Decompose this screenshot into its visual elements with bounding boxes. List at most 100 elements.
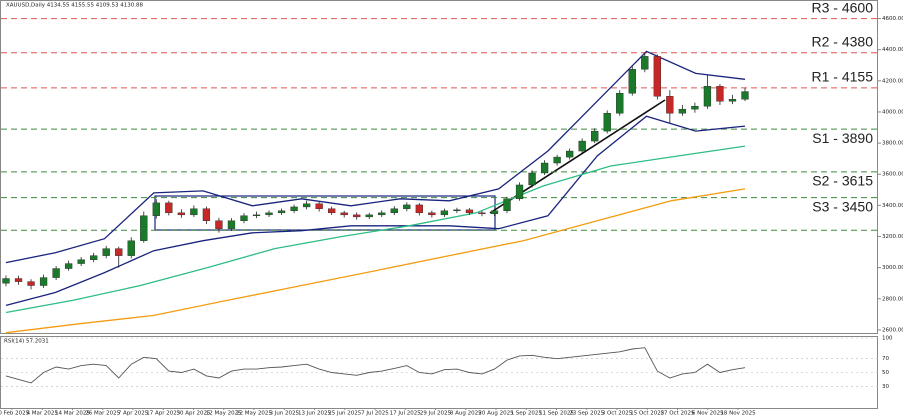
candle-body [140, 215, 148, 241]
candle-body [328, 208, 336, 214]
y-tick-label: 4200.00 [882, 78, 903, 84]
candle-body [741, 91, 749, 100]
price-panel [0, 0, 878, 334]
candle-body [390, 208, 398, 214]
level-label: R1 - 4155 [812, 69, 874, 85]
candle-body [728, 98, 737, 102]
candle-body [115, 248, 123, 256]
y-tick-label: 3800.00 [882, 141, 903, 147]
candle-body [215, 220, 223, 229]
x-tick-label: 20 Feb 2025 [0, 411, 30, 417]
y-tick-label: 4400.00 [882, 47, 903, 53]
candle-body [39, 277, 48, 286]
candle-body [277, 210, 286, 214]
candle-body [365, 214, 373, 218]
candle-body [703, 86, 712, 107]
indicator-line [5, 115, 746, 307]
x-tick-label: 17 Jul 2025 [390, 411, 422, 417]
indicator-line [5, 145, 746, 314]
candle-body [2, 278, 10, 284]
x-tick-label: 11 Sep 2025 [539, 411, 574, 417]
x-tick-label: 4 Mar 2025 [27, 411, 59, 417]
rsi-line [5, 347, 746, 384]
candle-body [127, 240, 135, 256]
candle-body [465, 209, 474, 214]
candle-body [64, 263, 73, 269]
indicator-line [5, 188, 746, 334]
x-tick-label: 17 Apr 2025 [146, 411, 181, 417]
x-tick-label: 18 Nov 2025 [720, 411, 756, 417]
candle-body [565, 150, 574, 158]
candle-body [415, 204, 423, 214]
candle-body [616, 93, 624, 114]
candle-body [190, 208, 198, 216]
candle-body [440, 210, 449, 216]
y-tick-label: 2600.00 [882, 327, 903, 333]
candle-body [478, 212, 486, 214]
candle-body [628, 69, 636, 94]
x-tick-label: 6 Nov 2025 [692, 411, 724, 417]
x-tick-label: 3 Oct 2025 [602, 411, 633, 417]
level-label: R3 - 4600 [812, 0, 874, 15]
y-tick-label: 100 [882, 336, 893, 342]
candle-body [691, 106, 699, 110]
y-tick-label: 4600.00 [882, 16, 903, 22]
candle-body [653, 56, 661, 97]
candle-body [490, 210, 499, 214]
level-label: S2 - 3615 [812, 173, 873, 189]
candle-body [290, 206, 298, 212]
candle-body [265, 212, 273, 216]
candle-body [77, 259, 85, 264]
x-tick-label: 25 Jun 2025 [328, 411, 362, 417]
x-tick-label: 29 Jul 2025 [420, 411, 452, 417]
y-tick-label: 50 [882, 370, 889, 376]
x-tick-label: 22 May 2025 [236, 411, 272, 417]
candle-body [165, 202, 173, 214]
candle-body [678, 108, 687, 114]
y-tick-label: 3600.00 [882, 172, 903, 178]
y-tick-label: 2800.00 [882, 296, 903, 302]
y-tick-label: 30 [882, 384, 889, 390]
candle-body [641, 56, 649, 70]
y-tick-label: 3400.00 [882, 203, 903, 209]
level-label: R2 - 4380 [812, 34, 874, 50]
x-tick-label: 27 Oct 2025 [660, 411, 695, 417]
candle-body [603, 113, 611, 132]
candle-body [152, 202, 160, 216]
candle-body [252, 214, 261, 216]
candle-body [515, 184, 524, 200]
candle-body [378, 212, 386, 216]
candle-body [540, 162, 549, 174]
candle-body [90, 255, 98, 260]
candle-body [453, 209, 461, 212]
level-label: S1 - 3890 [812, 130, 873, 146]
candle-body [553, 156, 561, 164]
candle-body [240, 215, 248, 221]
x-tick-label: 20 Aug 2025 [478, 411, 514, 417]
y-tick-label: 70 [882, 356, 889, 362]
x-tick-label: 12 May 2025 [206, 411, 242, 417]
level-label: S3 - 3450 [812, 198, 873, 214]
x-tick-label: 23 Sep 2025 [569, 411, 604, 417]
candle-body [27, 281, 35, 286]
x-tick-label: 13 Jun 2025 [298, 411, 332, 417]
x-tick-label: 1 Sep 2025 [511, 411, 543, 417]
candle-body [403, 204, 411, 209]
y-tick-label: 4000.00 [882, 109, 903, 115]
x-tick-label: 30 Apr 2025 [176, 411, 211, 417]
x-tick-label: 7 Apr 2025 [118, 411, 149, 417]
candle-body [202, 208, 211, 221]
rsi-title: RSI(14) 57.2031 [4, 339, 49, 345]
x-tick-label: 8 Aug 2025 [450, 411, 482, 417]
y-tick-label: 3200.00 [882, 234, 903, 240]
candle-body [315, 203, 323, 209]
candle-body [177, 212, 186, 216]
candle-body [666, 96, 674, 114]
candle-body [227, 220, 236, 229]
x-tick-label: 26 Mar 2025 [85, 411, 120, 417]
indicator-line [5, 50, 746, 264]
candle-body [528, 172, 536, 186]
candle-body [102, 248, 110, 256]
candle-body [340, 212, 348, 216]
